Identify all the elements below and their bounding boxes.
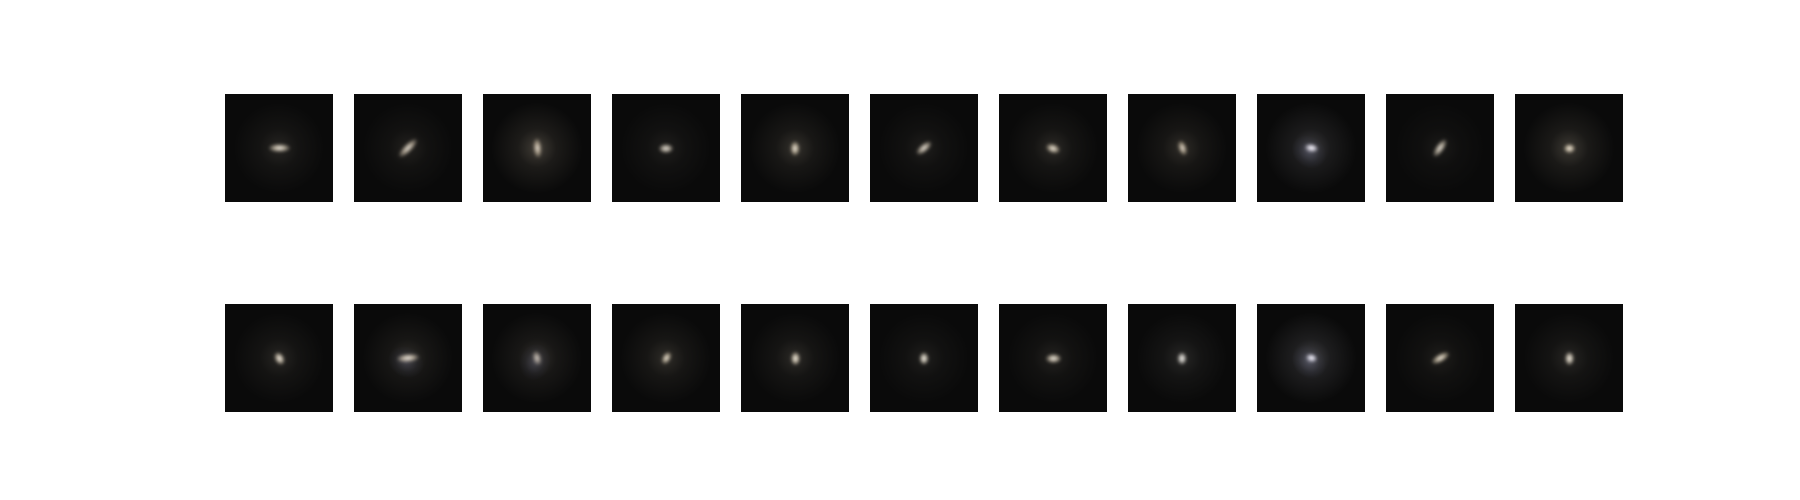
galaxy-image-bottom-6 [870, 304, 978, 412]
galaxy-core [1045, 353, 1061, 363]
galaxy-image-top-1 [225, 94, 333, 202]
galaxy-image-top-8 [1128, 94, 1236, 202]
galaxy-image-bottom-3 [483, 304, 591, 412]
galaxy-image-bottom-10 [1386, 304, 1494, 412]
galaxy-core [790, 141, 800, 155]
galaxy-image-bottom-2 [354, 304, 462, 412]
galaxy-image-bottom-7 [999, 304, 1107, 412]
galaxy-core [268, 144, 290, 152]
galaxy-image-bottom-4 [612, 304, 720, 412]
galaxy-core [1177, 352, 1187, 364]
galaxy-row-bottom [225, 304, 1623, 412]
galaxy-core [790, 351, 800, 365]
galaxy-image-top-11 [1515, 94, 1623, 202]
galaxy-image-top-10 [1386, 94, 1494, 202]
galaxy-image-bottom-5 [741, 304, 849, 412]
galaxy-image-top-9 [1257, 94, 1365, 202]
galaxy-image-bottom-1 [225, 304, 333, 412]
galaxy-row-top [225, 94, 1623, 202]
galaxy-image-top-5 [741, 94, 849, 202]
galaxy-core [919, 352, 929, 364]
galaxy-core [659, 143, 673, 153]
galaxy-image-bottom-9 [1257, 304, 1365, 412]
galaxy-image-top-6 [870, 94, 978, 202]
galaxy-image-bottom-8 [1128, 304, 1236, 412]
galaxy-image-top-4 [612, 94, 720, 202]
galaxy-core [1563, 143, 1575, 153]
galaxy-image-top-3 [483, 94, 591, 202]
galaxy-image-bottom-11 [1515, 304, 1623, 412]
galaxy-image-top-7 [999, 94, 1107, 202]
galaxy-image-top-2 [354, 94, 462, 202]
galaxy-core [1564, 351, 1574, 365]
